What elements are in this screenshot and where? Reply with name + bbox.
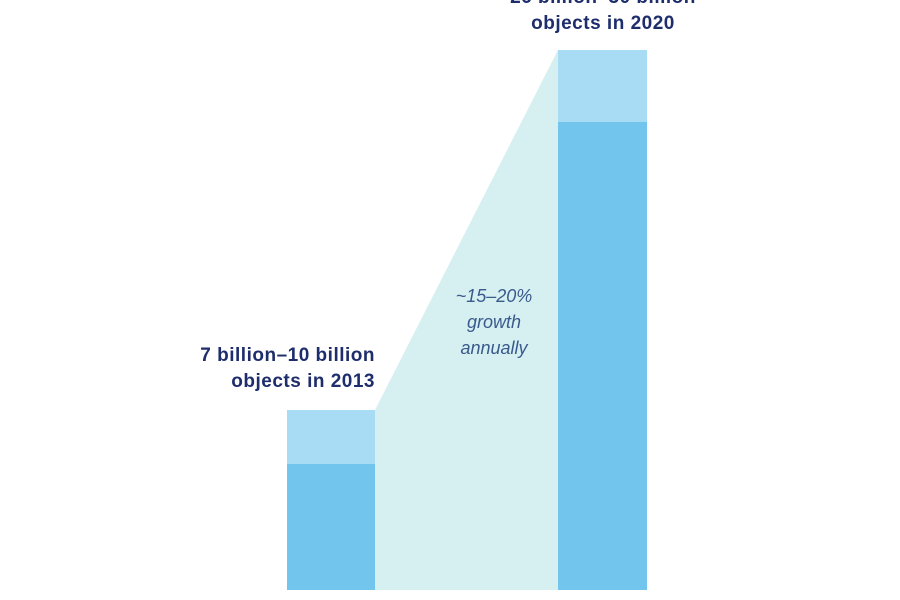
growth-area bbox=[375, 50, 558, 590]
growth-note: annually bbox=[460, 338, 528, 358]
bar-annotation: objects in 2013 bbox=[231, 371, 375, 392]
growth-note: growth bbox=[467, 312, 521, 332]
range-segment bbox=[558, 50, 647, 122]
range-segment bbox=[287, 410, 375, 464]
bar-annotation: 7 billion–10 billion bbox=[200, 345, 375, 366]
low-segment bbox=[558, 122, 647, 590]
bar-annotation: 26 billion–30 billion bbox=[510, 0, 696, 8]
bar-annotation: objects in 2020 bbox=[531, 13, 675, 34]
low-segment bbox=[287, 464, 375, 590]
growth-note: ~15–20% bbox=[456, 286, 533, 306]
